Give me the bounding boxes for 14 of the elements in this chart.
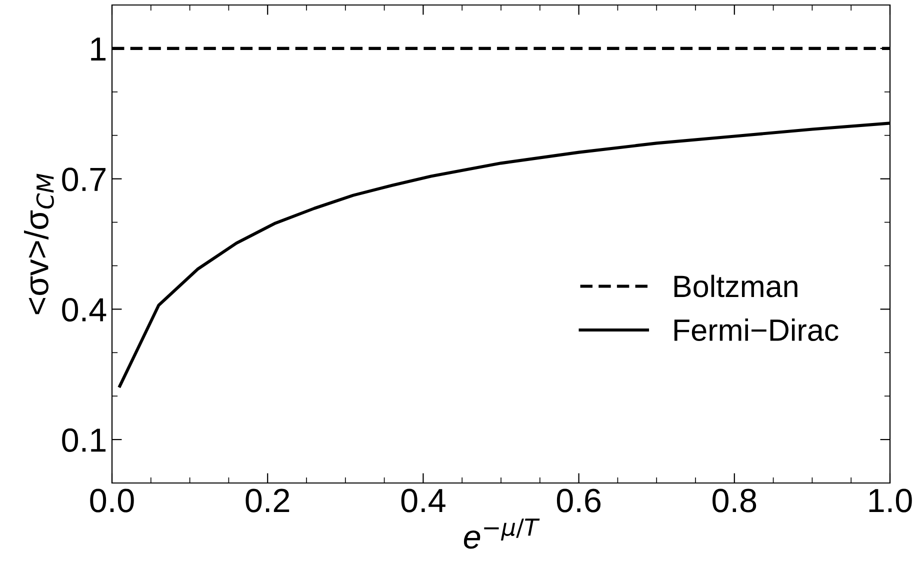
x-tick-label: 1.0 [869,488,912,512]
x-tick-label: 0.4 [401,488,446,512]
y-tick-label: 1 [91,38,106,61]
y-tick-label: 0.7 [62,168,106,192]
y-axis-title: <σv>/σ$_{CM}$ [24,174,54,314]
y-tick-label: 0.4 [62,298,106,322]
x-tick-label: 0.8 [712,488,756,512]
x-tick-label: 0.0 [90,488,134,512]
x-axis-title: e$^{−μ/T}$ [464,518,540,549]
x-tick-label: 0.6 [556,488,601,512]
x-tick-label: 0.2 [246,488,290,512]
legend-label: Boltzman [674,274,798,298]
y-tick-label: 0.1 [62,428,106,452]
legend-label: Fermi−Dirac [674,318,838,342]
